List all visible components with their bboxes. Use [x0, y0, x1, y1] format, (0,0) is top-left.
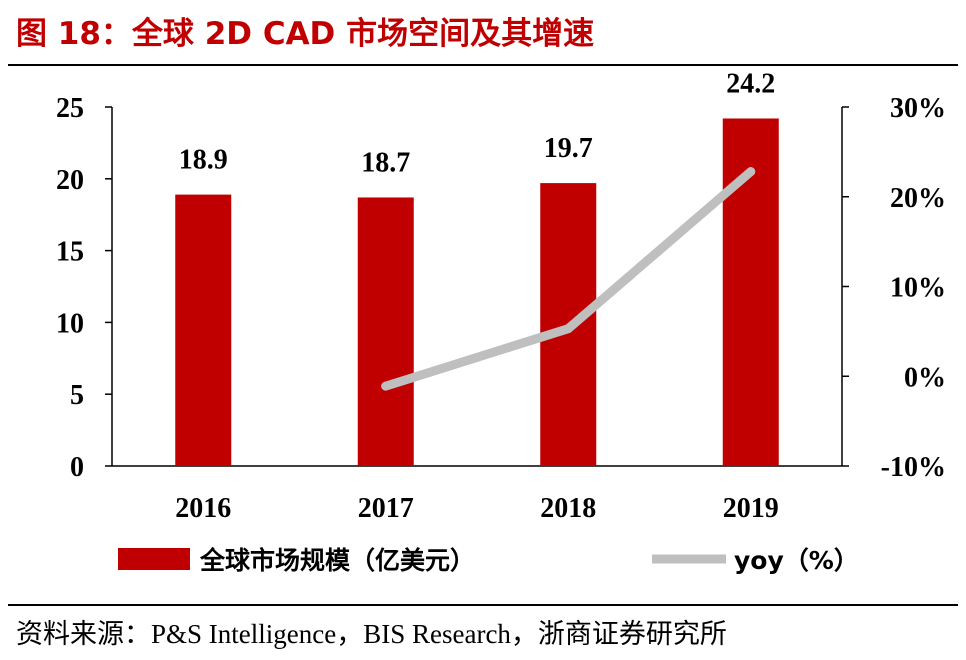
bar-value-label-2017: 18.7 [361, 147, 410, 178]
x-tick-label-2019: 2019 [723, 493, 779, 524]
bar-value-label-2019: 24.2 [726, 68, 775, 99]
yoy-point-2018 [563, 324, 573, 334]
x-tick-label-2016: 2016 [175, 493, 231, 524]
legend-bar-label: 全球市场规模（亿美元） [199, 546, 475, 575]
bar-2016 [175, 194, 232, 466]
left-tick-label-15: 15 [56, 237, 84, 268]
top-rule [8, 64, 958, 66]
left-tick-label-20: 20 [56, 165, 84, 196]
right-tick-label-30%: 30% [890, 93, 946, 124]
x-tick-label-2017: 2017 [358, 493, 414, 524]
right-tick-label--10%: -10% [881, 452, 946, 483]
legend-bar-swatch [118, 548, 190, 570]
bottom-rule [8, 604, 958, 606]
left-tick-label-0: 0 [70, 452, 84, 483]
x-tick-label-2018: 2018 [540, 493, 596, 524]
legend-line-label: yoy（%） [734, 546, 859, 575]
chart-title: 图 18：全球 2D CAD 市场空间及其增速 [16, 16, 595, 52]
right-tick-label-0%: 0% [904, 362, 946, 393]
yoy-point-2019 [746, 167, 756, 177]
yoy-point-2017 [381, 381, 391, 391]
bar-value-label-2018: 19.7 [544, 133, 593, 164]
left-tick-label-5: 5 [70, 380, 84, 411]
source-note: 资料来源：P&S Intelligence，BIS Research，浙商证券研… [16, 619, 727, 649]
left-tick-label-25: 25 [56, 93, 84, 124]
left-tick-label-10: 10 [56, 308, 84, 339]
bar-value-label-2016: 18.9 [179, 145, 228, 176]
right-tick-label-10%: 10% [890, 273, 946, 304]
right-tick-label-20%: 20% [890, 183, 946, 214]
bar-2017 [357, 197, 414, 466]
